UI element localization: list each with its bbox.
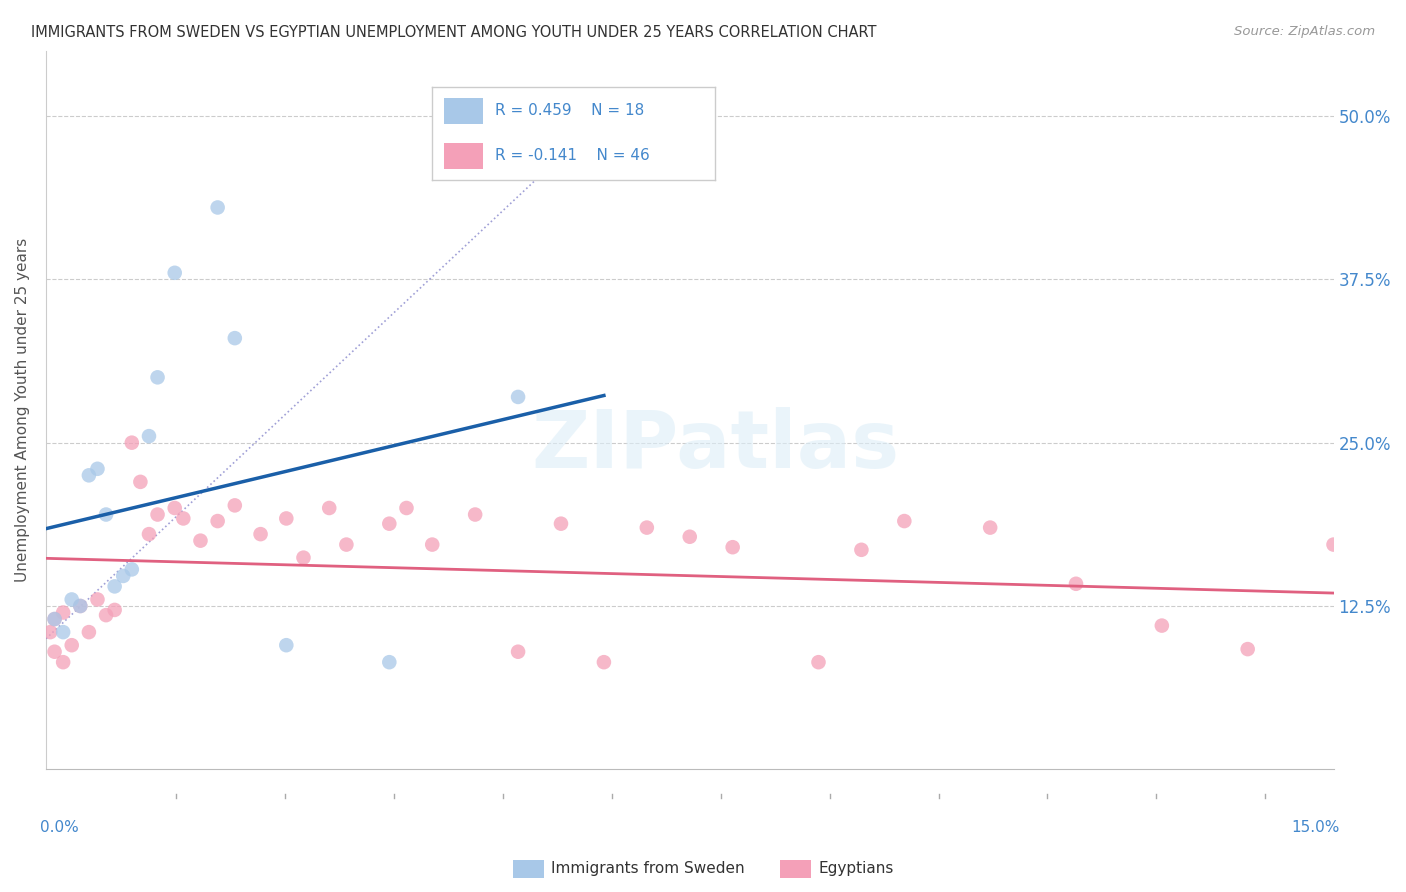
Point — [464, 508, 486, 522]
Point — [112, 569, 135, 583]
Point — [395, 501, 418, 516]
Point — [276, 511, 298, 525]
Point — [679, 530, 702, 544]
Point — [593, 655, 616, 669]
Point — [721, 540, 744, 554]
Point — [60, 638, 83, 652]
Point — [77, 625, 100, 640]
Point — [979, 520, 1001, 534]
Point — [276, 638, 298, 652]
Point — [224, 499, 246, 513]
Point — [207, 514, 229, 528]
Point — [420, 538, 443, 552]
Text: 15.0%: 15.0% — [1292, 820, 1340, 835]
Point — [893, 514, 915, 528]
Point — [52, 606, 75, 620]
Point — [69, 599, 91, 613]
Point — [190, 533, 212, 548]
Point — [207, 201, 229, 215]
Text: Egyptians: Egyptians — [818, 862, 894, 876]
Point — [60, 592, 83, 607]
Point — [86, 462, 108, 476]
Y-axis label: Unemployment Among Youth under 25 years: Unemployment Among Youth under 25 years — [15, 238, 30, 582]
Point — [1322, 538, 1344, 552]
Point — [86, 592, 108, 607]
Point — [39, 625, 62, 640]
Text: Source: ZipAtlas.com: Source: ZipAtlas.com — [1234, 25, 1375, 38]
Text: IMMIGRANTS FROM SWEDEN VS EGYPTIAN UNEMPLOYMENT AMONG YOUTH UNDER 25 YEARS CORRE: IMMIGRANTS FROM SWEDEN VS EGYPTIAN UNEMP… — [31, 25, 876, 40]
Point — [172, 511, 194, 525]
Point — [506, 390, 529, 404]
Point — [378, 516, 401, 531]
Point — [69, 599, 91, 613]
Point — [550, 516, 572, 531]
Point — [1236, 642, 1258, 657]
Point — [292, 550, 315, 565]
Text: ZIPatlas: ZIPatlas — [531, 407, 900, 485]
Point — [104, 579, 127, 593]
Point — [636, 520, 658, 534]
Text: Immigrants from Sweden: Immigrants from Sweden — [551, 862, 745, 876]
Point — [318, 501, 340, 516]
Point — [807, 655, 830, 669]
Point — [1064, 576, 1087, 591]
Point — [249, 527, 271, 541]
Point — [146, 370, 169, 384]
Point — [94, 508, 117, 522]
Point — [129, 475, 152, 489]
Point — [138, 429, 160, 443]
Point — [44, 612, 66, 626]
Point — [163, 266, 186, 280]
Point — [378, 655, 401, 669]
Point — [163, 501, 186, 516]
Point — [44, 612, 66, 626]
Point — [44, 645, 66, 659]
Point — [224, 331, 246, 345]
Point — [1150, 618, 1173, 632]
Point — [506, 645, 529, 659]
Point — [121, 562, 143, 576]
Point — [138, 527, 160, 541]
Point — [335, 538, 357, 552]
Point — [77, 468, 100, 483]
Point — [52, 655, 75, 669]
Point — [146, 508, 169, 522]
Point — [52, 625, 75, 640]
Text: 0.0%: 0.0% — [39, 820, 79, 835]
Point — [851, 542, 873, 557]
Point — [104, 603, 127, 617]
Point — [121, 435, 143, 450]
Point — [94, 608, 117, 623]
